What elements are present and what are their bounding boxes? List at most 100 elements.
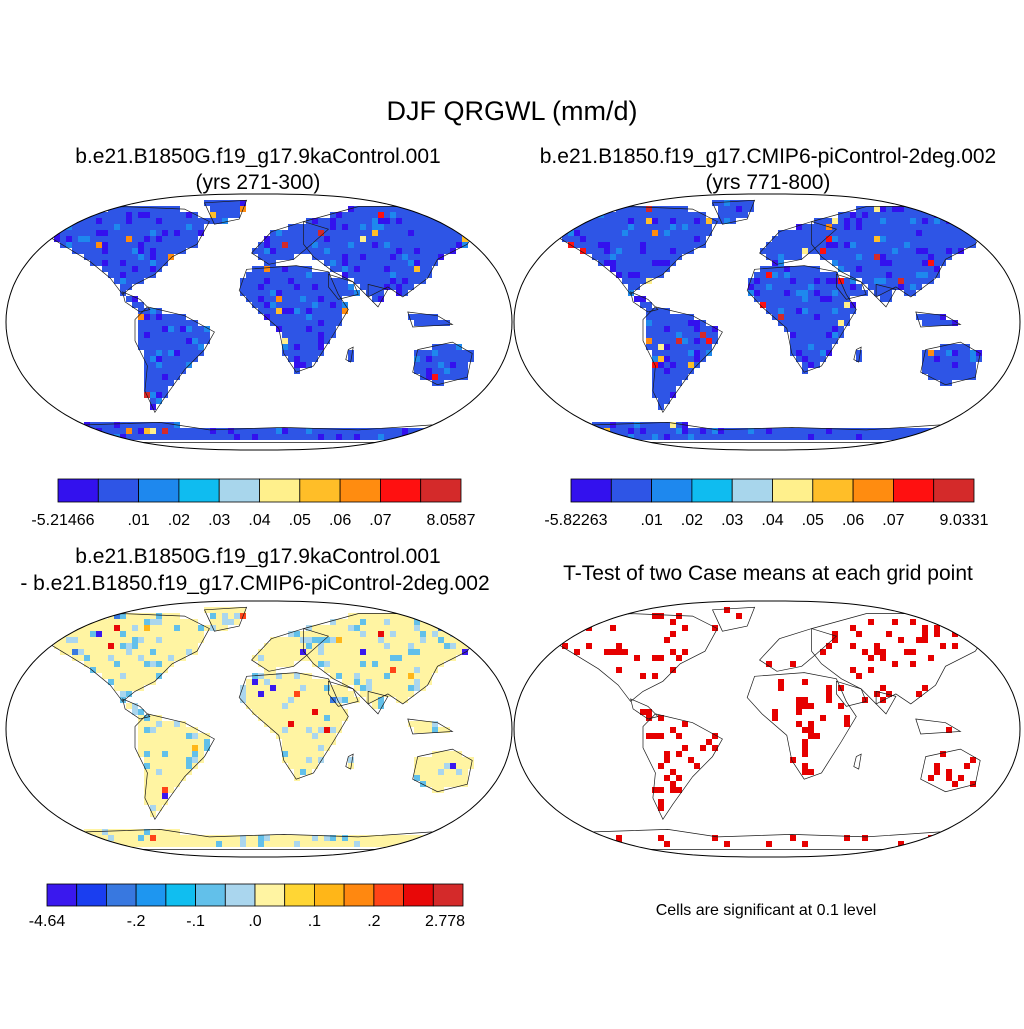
- grid-cell: [580, 230, 586, 236]
- grid-cell: [312, 272, 318, 278]
- grid-cell: [336, 631, 342, 637]
- grid-cell: [414, 266, 420, 272]
- coastline: [367, 690, 389, 715]
- grid-cell: [198, 344, 204, 350]
- grid-cell: [778, 302, 784, 308]
- colorbar-difference: -4.64 -.2 -.1.0.1.2 2.778: [29, 883, 465, 930]
- grid-cell: [658, 613, 664, 619]
- grid-cell: [808, 224, 814, 230]
- grid-cell: [126, 643, 132, 649]
- grid-cell: [916, 428, 922, 434]
- grid-cell: [150, 332, 156, 338]
- grid-cell: [414, 613, 420, 619]
- grid-cell: [414, 224, 420, 230]
- grid-cell: [312, 248, 318, 254]
- grid-cell: [96, 212, 102, 218]
- grid-cell: [348, 254, 354, 260]
- grid-cell: [156, 775, 162, 781]
- grid-cell: [168, 254, 174, 260]
- grid-cell: [958, 242, 964, 248]
- grid-cell: [922, 362, 928, 368]
- grid-cell: [150, 344, 156, 350]
- grid-cell: [700, 344, 706, 350]
- colorbar-tick-label: .07: [369, 512, 391, 529]
- grid-cell: [802, 224, 808, 230]
- grid-cell: [120, 637, 126, 643]
- grid-cell: [408, 212, 414, 218]
- coastline: [486, 791, 498, 805]
- grid-cell: [892, 248, 898, 254]
- grid-cell: [366, 841, 372, 847]
- grid-cell: [348, 757, 354, 763]
- grid-cell: [138, 679, 144, 685]
- grid-cell: [276, 691, 282, 697]
- grid-cell: [342, 841, 348, 847]
- grid-cell: [78, 841, 84, 847]
- grid-cell: [598, 230, 604, 236]
- grid-cell: [438, 787, 444, 793]
- grid-cell: [390, 212, 396, 218]
- grid-cell: [634, 206, 640, 212]
- grid-cell: [156, 721, 162, 727]
- grid-cell: [264, 703, 270, 709]
- grid-cell: [132, 278, 138, 284]
- grid-cell: [622, 266, 628, 272]
- grid-cell: [952, 631, 958, 637]
- grid-cell: [826, 272, 832, 278]
- grid-cell: [258, 655, 264, 661]
- grid-cell: [868, 260, 874, 266]
- grid-cell: [826, 308, 832, 314]
- grid-cell: [658, 787, 664, 793]
- grid-cell: [360, 655, 366, 661]
- grid-cell: [616, 248, 622, 254]
- grid-cell: [396, 631, 402, 637]
- grid-cell: [444, 350, 450, 356]
- grid-cell: [150, 218, 156, 224]
- grid-cell: [324, 715, 330, 721]
- grid-cell: [802, 727, 808, 733]
- grid-cell: [312, 308, 318, 314]
- grid-cell: [784, 248, 790, 254]
- grid-cell: [766, 248, 772, 254]
- grid-cell: [778, 248, 784, 254]
- grid-cell: [234, 619, 240, 625]
- grid-cell: [444, 344, 450, 350]
- grid-cell: [904, 242, 910, 248]
- grid-cell: [342, 637, 348, 643]
- grid-cell: [664, 320, 670, 326]
- grid-cell: [814, 350, 820, 356]
- grid-cell: [868, 619, 874, 625]
- grid-cell: [150, 739, 156, 745]
- grid-cell: [222, 200, 228, 206]
- grid-cell: [408, 218, 414, 224]
- grid-cell: [156, 206, 162, 212]
- grid-cell: [150, 338, 156, 344]
- grid-cell: [150, 793, 156, 799]
- grid-cell: [556, 230, 562, 236]
- grid-cell: [670, 326, 676, 332]
- grid-cell: [718, 200, 724, 206]
- grid-cell: [940, 236, 946, 242]
- grid-cell: [682, 745, 688, 751]
- grid-cell: [342, 661, 348, 667]
- grid-cell: [294, 841, 300, 847]
- grid-cell: [348, 835, 354, 841]
- grid-cell: [120, 625, 126, 631]
- grid-cell: [838, 218, 844, 224]
- grid-cell: [126, 829, 132, 835]
- grid-cell: [426, 206, 432, 212]
- grid-cell: [156, 338, 162, 344]
- grid-cell: [646, 260, 652, 266]
- grid-cell: [192, 733, 198, 739]
- grid-cell: [276, 643, 282, 649]
- grid-cell: [372, 619, 378, 625]
- grid-cell: [294, 308, 300, 314]
- grid-cell: [856, 218, 862, 224]
- grid-cell: [712, 835, 718, 841]
- grid-cell: [72, 236, 78, 242]
- grid-cell: [108, 637, 114, 643]
- grid-cell: [742, 428, 748, 434]
- grid-cell: [928, 218, 934, 224]
- grid-cell: [114, 212, 120, 218]
- grid-cell: [180, 224, 186, 230]
